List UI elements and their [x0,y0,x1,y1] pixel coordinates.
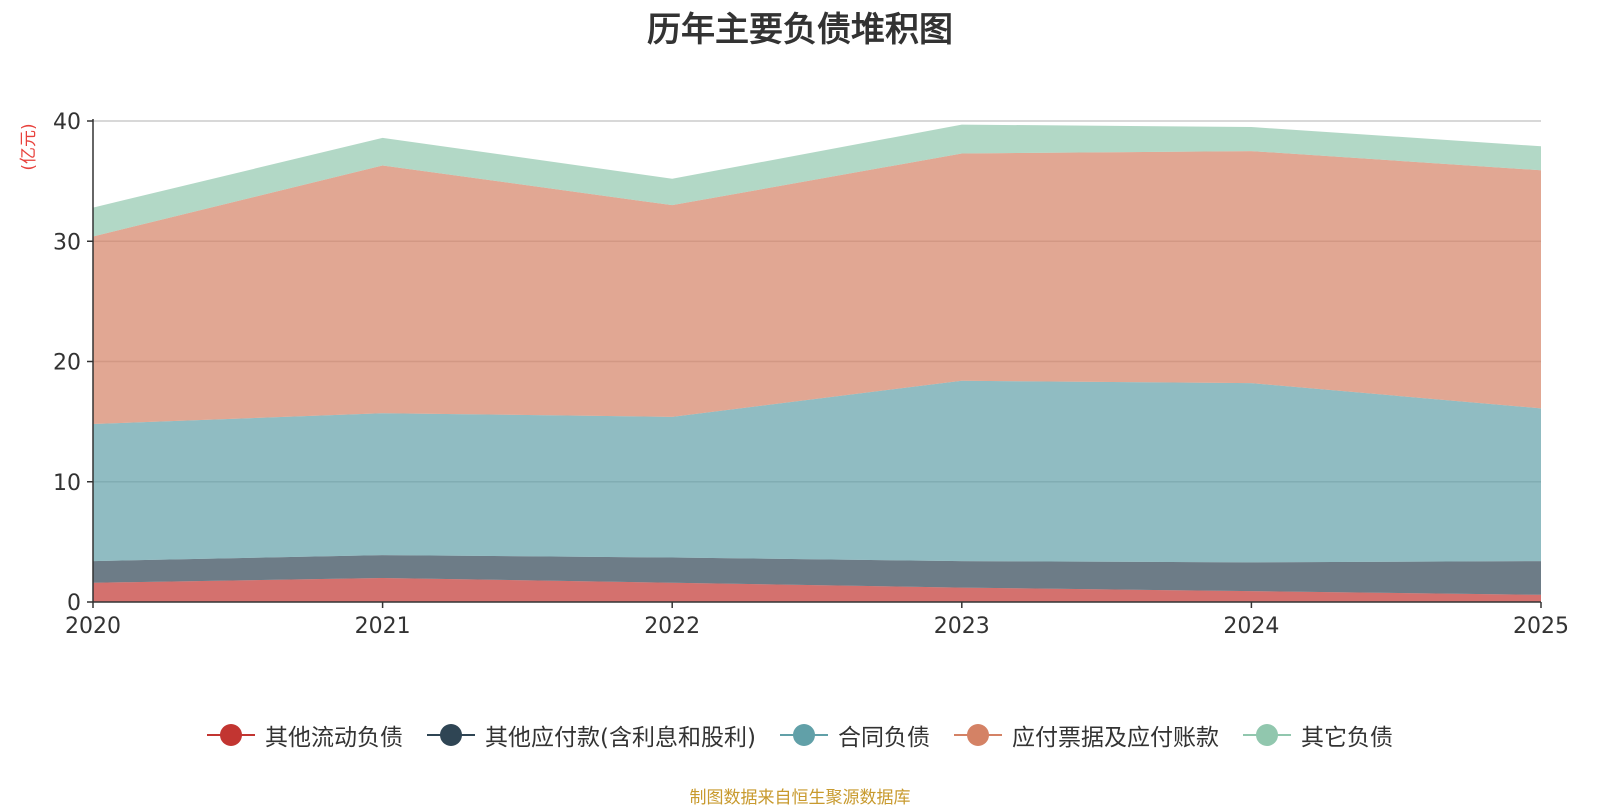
y-tick-label: 30 [53,230,81,255]
area-series-3[interactable] [93,151,1541,425]
x-tick-label: 2021 [355,614,411,639]
legend-label: 应付票据及应付账款 [1011,725,1219,751]
y-axis-unit-label: (亿元) [19,123,39,170]
y-tick-label: 20 [53,351,81,376]
x-tick-label: 2025 [1513,614,1569,639]
legend-marker-icon [427,722,476,748]
area-series-4[interactable] [93,124,1541,237]
data-source-note: 制图数据来自恒生聚源数据库 [689,788,911,808]
x-tick-label: 2023 [934,614,990,639]
area-series-0[interactable] [93,577,1541,602]
legend-item-2[interactable]: 合同负债 [779,718,930,752]
legend-label: 其他流动负债 [265,725,404,751]
x-tick-label: 2020 [65,614,121,639]
area-series-1[interactable] [93,555,1541,595]
chart-title: 历年主要负债堆积图 [647,10,953,50]
legend: 其他流动负债 其他应付款(含利息和股利) 合同负债 应付票据及应付账款 其它负债 [0,718,1600,752]
y-tick-label: 0 [67,591,81,616]
legend-item-1[interactable]: 其他应付款(含利息和股利) [427,718,756,752]
axes: 0 10 20 30 40 2020 2021 2022 2023 2024 2025 [53,110,1569,639]
legend-marker-icon [953,722,1002,748]
legend-label: 其他应付款(含利息和股利) [485,725,756,751]
legend-marker-icon [207,722,256,748]
legend-item-4[interactable]: 其它负债 [1242,718,1393,752]
y-tick-label: 40 [53,110,81,135]
x-tick-label: 2024 [1223,614,1279,639]
legend-item-3[interactable]: 应付票据及应付账款 [953,718,1219,752]
area-series [93,124,1541,602]
legend-marker-icon [1242,722,1291,748]
area-series-2[interactable] [93,380,1541,563]
legend-item-0[interactable]: 其他流动负债 [207,718,403,752]
x-tick-label: 2022 [644,614,700,639]
legend-marker-icon [779,722,828,748]
legend-label: 其它负债 [1300,725,1393,751]
legend-label: 合同负债 [837,725,930,751]
y-tick-label: 10 [53,471,81,496]
